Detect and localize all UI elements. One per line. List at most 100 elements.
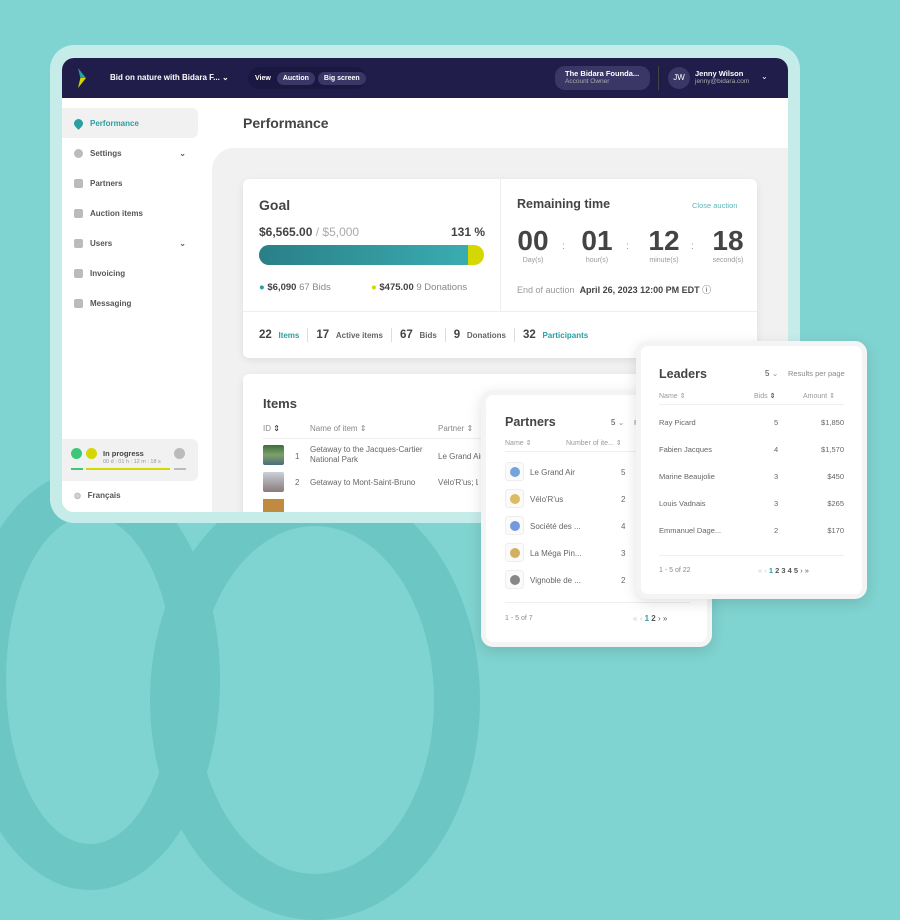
avatar[interactable]: JW [668, 67, 690, 89]
partner-logo [505, 516, 524, 535]
step-bar [71, 468, 83, 470]
sidebar-item-label: Users [90, 238, 113, 248]
view-auction-button[interactable]: Auction [276, 71, 315, 85]
first-page-icon[interactable]: « [758, 566, 763, 575]
chevron-down-icon: ⌄ [179, 238, 186, 248]
divider [513, 328, 515, 342]
info-icon[interactable]: ⓘ [702, 285, 712, 295]
countdown-minutes: 12 minute(s) [642, 225, 686, 264]
list-icon [71, 448, 82, 459]
leader-name: Ray Picard [659, 418, 696, 427]
stat-donations: 9 Donations [454, 329, 506, 341]
items-icon [74, 208, 83, 218]
leader-name: Fabien Jacques [659, 445, 712, 454]
countdown-seconds: 18 second(s) [706, 225, 750, 264]
sidebar-item-partners[interactable]: Partners [62, 168, 198, 198]
partner-logo [505, 462, 524, 481]
item-partner: Vélo'R'us; Le [438, 478, 478, 487]
auction-status: In progress 00 d : 01 h : 12 m : 18 s [62, 439, 198, 481]
sidebar-item-messaging[interactable]: Messaging [62, 288, 198, 318]
sidebar-item-auction-items[interactable]: Auction items [62, 198, 198, 228]
view-big-screen-button[interactable]: Big screen [317, 71, 366, 85]
event-selector[interactable]: Bid on nature with Bidara F... ⌄ [110, 73, 229, 82]
chevron-down-icon: ⌄ [617, 418, 625, 427]
column-name[interactable]: Name ⇕ [659, 393, 686, 400]
items-title: Items [263, 396, 297, 411]
page-3[interactable]: 3 [781, 566, 786, 575]
column-label: Partner [438, 424, 465, 433]
app-window: Bid on nature with Bidara F... ⌄ View Au… [62, 58, 788, 512]
column-label: Name [659, 393, 678, 400]
column-name[interactable]: Name ⇕ [505, 440, 532, 447]
column-bids[interactable]: Bids ⇕ [754, 393, 776, 400]
leader-amount: $1,570 [821, 445, 844, 454]
sidebar-item-label: Performance [90, 118, 139, 128]
chevron-down-icon[interactable]: ⌄ [761, 72, 768, 81]
divider [243, 311, 757, 312]
globe-icon: ◍ [74, 491, 81, 500]
user-menu[interactable]: Jenny Wilson jenny@bidara.com [695, 69, 749, 85]
gear-icon [74, 148, 83, 158]
stat-participants[interactable]: 32 Participants [523, 329, 588, 341]
last-page-icon[interactable]: » [804, 566, 809, 575]
partner-name: Vignoble de ... [530, 576, 582, 585]
language-label: Français [87, 491, 121, 500]
partner-name: Vélo'R'us [530, 495, 564, 504]
partner-name: Société des ... [530, 522, 581, 531]
prev-page-icon[interactable]: ‹ [764, 566, 767, 575]
first-page-icon[interactable]: « [633, 614, 638, 623]
sidebar-item-invoicing[interactable]: Invoicing [62, 258, 198, 288]
divider [505, 602, 690, 603]
goal-raised: $6,565.00 [259, 225, 313, 239]
language-selector[interactable]: ◍ Français [74, 491, 121, 500]
per-page-select[interactable]: 5 ⌄ [611, 418, 624, 427]
countdown-value: 00 [517, 225, 549, 256]
users-icon [74, 238, 83, 248]
page-2[interactable]: 2 [651, 614, 656, 623]
partner-logo [505, 543, 524, 562]
donations-dot: ● [371, 282, 377, 293]
divider [659, 555, 844, 556]
bids-count: 67 Bids [299, 282, 331, 293]
check-icon [174, 448, 185, 459]
column-label: Bids [754, 393, 768, 400]
last-page-icon[interactable]: » [662, 614, 668, 623]
page-4[interactable]: 4 [787, 566, 792, 575]
sidebar-item-performance[interactable]: Performance [62, 108, 198, 138]
stat-items[interactable]: 22 Items [259, 329, 299, 341]
page-1[interactable]: 1 [768, 566, 774, 575]
column-name[interactable]: Name of item ⇕ [310, 424, 367, 433]
stat-bids: 67 Bids [400, 329, 437, 341]
next-page-icon[interactable]: › [800, 566, 803, 575]
organization-selector[interactable]: The Bidara Founda... Account Owner [555, 66, 650, 90]
countdown-label: minute(s) [649, 257, 679, 264]
page-2[interactable]: 2 [775, 566, 780, 575]
goal-card: Goal $6,565.00 / $5,000 131 % ● $6,090 6… [243, 179, 757, 358]
leaders-card: Leaders 5 ⌄ Results per page Name ⇕ Bids… [636, 341, 867, 599]
column-number-of-items[interactable]: Number of ite... ⇕ [566, 440, 622, 447]
sidebar-item-label: Invoicing [90, 268, 126, 278]
page-1[interactable]: 1 [644, 614, 650, 623]
separator: : [626, 241, 629, 252]
bids-amount: $6,090 [267, 282, 297, 293]
column-amount[interactable]: Amount ⇕ [803, 393, 835, 400]
sidebar-item-users[interactable]: Users ⌄ [62, 228, 198, 258]
flame-icon [72, 116, 85, 130]
next-page-icon[interactable]: › [657, 614, 661, 623]
partner-logo [505, 570, 524, 589]
per-page-select[interactable]: 5 ⌄ [765, 369, 778, 378]
divider [500, 179, 501, 311]
sidebar-item-settings[interactable]: Settings ⌄ [62, 138, 198, 168]
close-auction-link[interactable]: Close auction [692, 201, 738, 210]
column-partner[interactable]: Partner ⇕ [438, 424, 473, 433]
partner-name: La Méga Pin... [530, 549, 582, 558]
invoice-icon [74, 268, 83, 278]
stat-label: Donations [466, 331, 506, 340]
page-5[interactable]: 5 [793, 566, 799, 575]
divider [307, 328, 309, 342]
prev-page-icon[interactable]: ‹ [639, 614, 643, 623]
countdown-value: 01 [581, 225, 613, 256]
background-swoosh [150, 480, 480, 920]
goal-target: / $5,000 [315, 225, 360, 239]
column-id[interactable]: ID ⇕ [263, 424, 280, 433]
